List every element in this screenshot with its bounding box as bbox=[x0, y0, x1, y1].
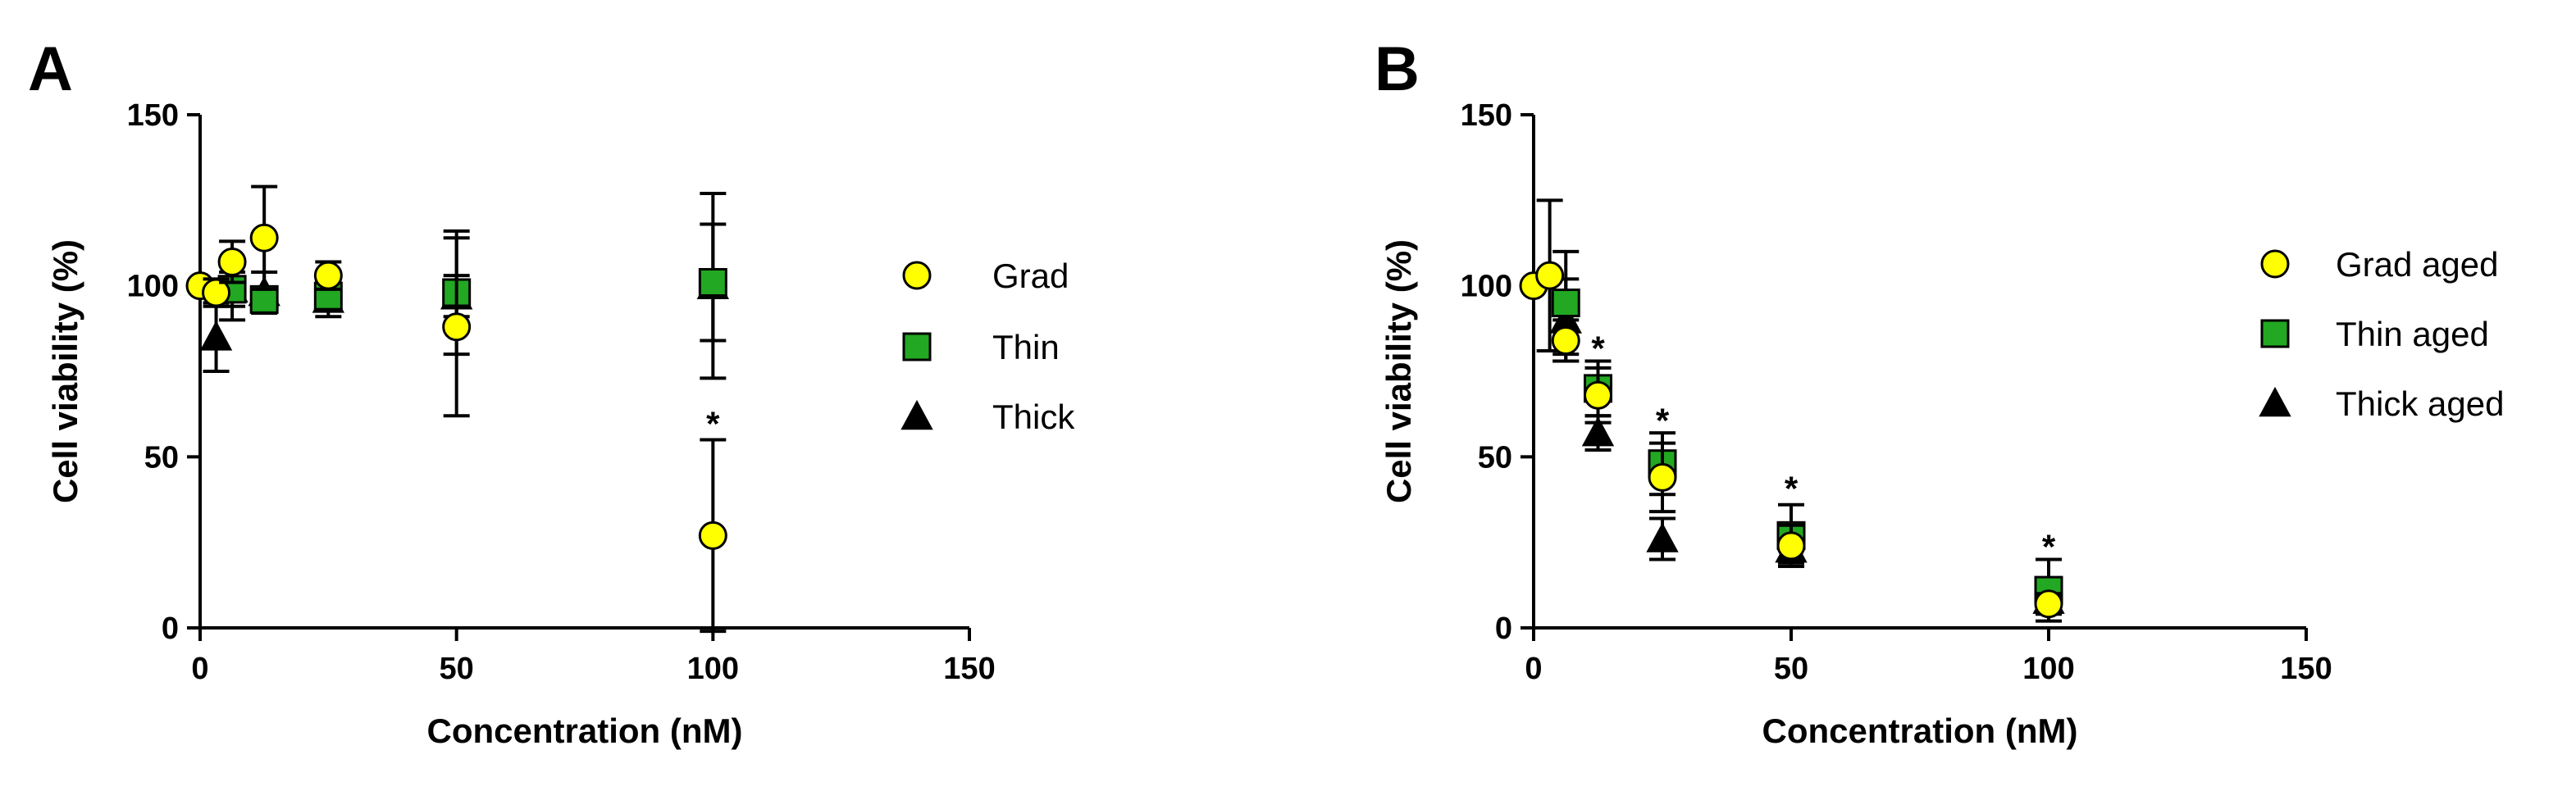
y-tick-label: 100 bbox=[127, 270, 179, 304]
panel-label: B bbox=[1375, 34, 1420, 104]
significance-mark: * bbox=[1656, 401, 1670, 439]
significance-mark: * bbox=[2042, 528, 2056, 566]
y-axis-title: Cell viability (%) bbox=[46, 239, 84, 503]
legend-marker bbox=[2259, 386, 2291, 417]
y-axis-title: Cell viability (%) bbox=[1379, 239, 1418, 503]
data-point bbox=[2034, 589, 2063, 619]
x-tick-label: 100 bbox=[2022, 652, 2074, 686]
y-tick-label: 0 bbox=[1495, 611, 1512, 646]
series-grad bbox=[185, 184, 727, 634]
series-grad-aged bbox=[1519, 198, 2063, 619]
x-tick-label: 0 bbox=[191, 652, 208, 686]
panel-label: A bbox=[28, 34, 73, 104]
legend-label: Thin aged bbox=[2336, 315, 2489, 353]
data-point bbox=[698, 267, 727, 297]
legend-marker bbox=[2260, 319, 2290, 348]
data-point bbox=[202, 278, 231, 307]
significance-mark: * bbox=[706, 404, 720, 443]
y-tick-label: 100 bbox=[1461, 270, 1512, 304]
legend-label: Grad bbox=[992, 257, 1069, 295]
x-axis-title: Concentration (nM) bbox=[1762, 711, 2078, 750]
legend-label: Grad aged bbox=[2336, 245, 2498, 284]
series-thin bbox=[217, 222, 727, 357]
legend-marker bbox=[902, 261, 932, 290]
panel-a: A 0 50 100 150 0 50 100 150 Concentration (nM) Cel… bbox=[28, 34, 1075, 750]
legend-label: Thin bbox=[992, 328, 1060, 366]
data-point bbox=[1581, 416, 1615, 447]
data-point bbox=[199, 320, 233, 351]
legend-label: Thick bbox=[992, 398, 1075, 436]
data-point bbox=[249, 223, 279, 252]
data-point bbox=[1535, 261, 1565, 290]
data-point bbox=[1551, 325, 1580, 355]
legend-label: Thick aged bbox=[2336, 384, 2504, 423]
significance-mark: * bbox=[1785, 470, 1799, 508]
y-tick-label: 150 bbox=[127, 98, 179, 133]
y-tick-label: 150 bbox=[1461, 98, 1512, 133]
x-tick-label: 100 bbox=[687, 652, 739, 686]
legend-marker bbox=[900, 399, 933, 430]
x-tick-label: 50 bbox=[1774, 652, 1808, 686]
x-tick-label: 0 bbox=[1525, 652, 1542, 686]
x-tick-label: 50 bbox=[440, 652, 474, 686]
data-point bbox=[1551, 289, 1580, 318]
series-thin-aged bbox=[1551, 249, 2063, 623]
x-tick-label: 150 bbox=[943, 652, 995, 686]
data-point bbox=[1776, 531, 1806, 561]
legend-marker bbox=[902, 332, 932, 361]
y-tick-label: 0 bbox=[162, 611, 179, 646]
data-point bbox=[698, 521, 727, 550]
data-point bbox=[313, 261, 343, 290]
x-tick-label: 150 bbox=[2280, 652, 2332, 686]
data-point bbox=[217, 247, 247, 276]
significance-mark: * bbox=[1591, 330, 1605, 368]
panel-b: B 0 50 100 150 0 50 100 150 Concentration (nM) Cel… bbox=[1375, 34, 2504, 750]
data-point bbox=[1646, 522, 1679, 552]
series-thick-aged bbox=[1549, 277, 2065, 614]
y-tick-label: 50 bbox=[144, 440, 179, 475]
data-point bbox=[442, 312, 472, 342]
x-axis-title: Concentration (nM) bbox=[427, 711, 743, 750]
data-point bbox=[1648, 462, 1677, 492]
y-tick-label: 50 bbox=[1478, 440, 1512, 475]
data-point bbox=[1584, 380, 1612, 410]
legend-marker bbox=[2260, 249, 2290, 279]
